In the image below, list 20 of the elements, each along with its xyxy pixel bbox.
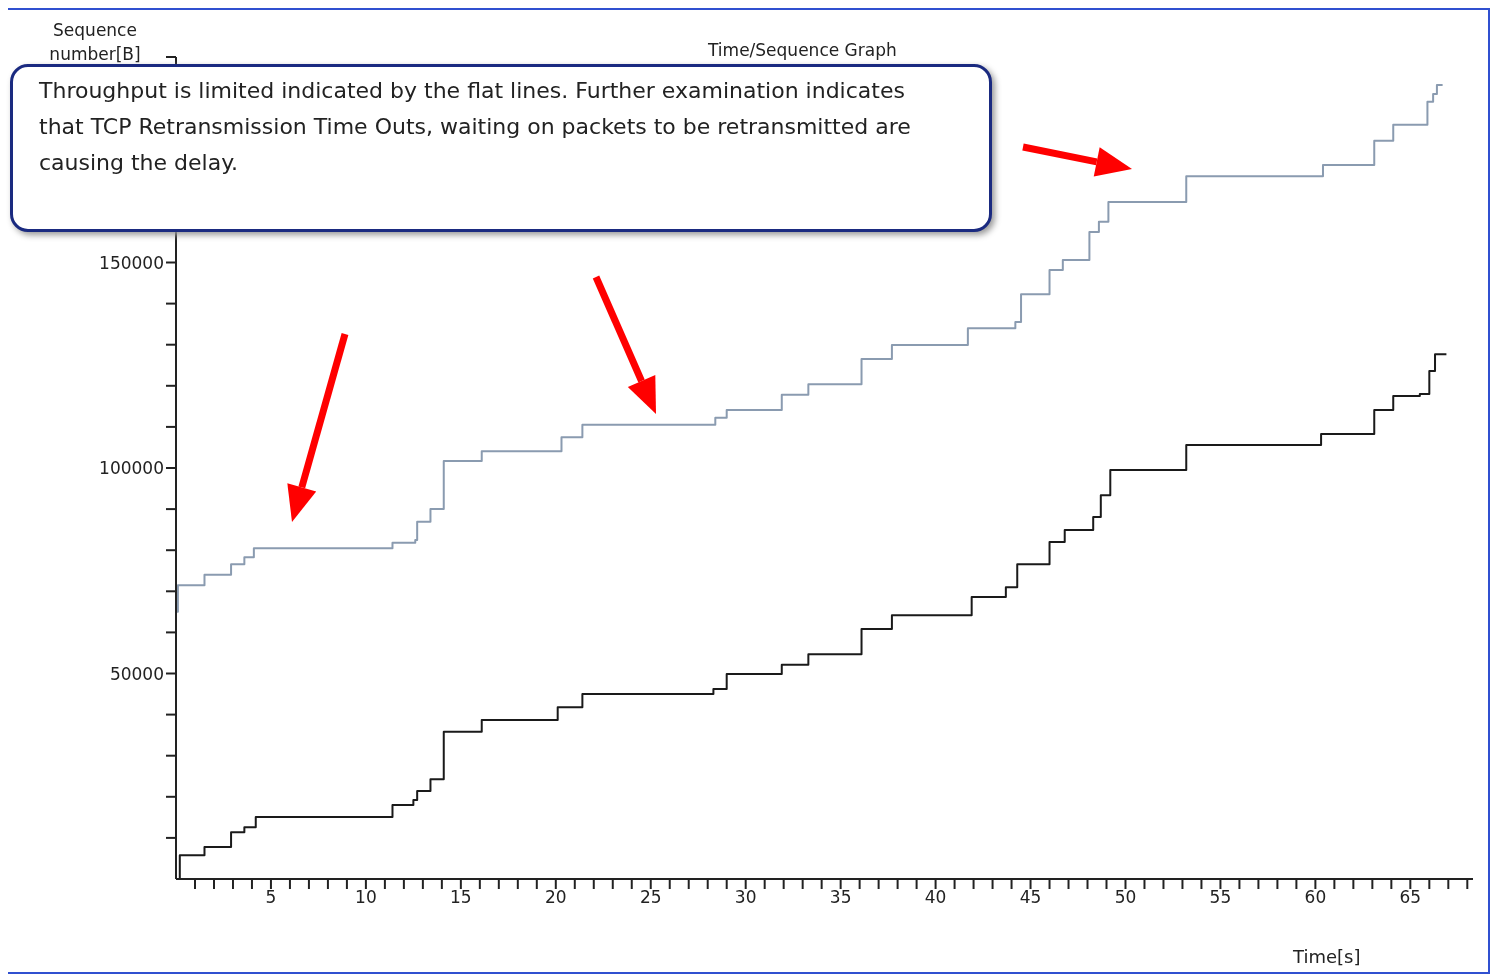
y-tick-label: 50000 <box>109 663 164 684</box>
x-axis-title: Time[s] <box>1293 946 1361 967</box>
x-tick-label: 40 <box>924 887 947 908</box>
x-tick-label: 5 <box>265 887 277 908</box>
y-tick-label: 100000 <box>99 458 164 479</box>
x-tick-label: 25 <box>639 887 662 908</box>
x-tick-label: 10 <box>355 887 377 908</box>
callout-box: Throughput is limited indicated by the flat lines. Further examination indicates that TCP Retransmission Time Outs, waiting on packets to be retransmitted are causing the delay. <box>10 64 992 232</box>
y-tick-label: 150000 <box>99 252 164 273</box>
x-tick-label: 60 <box>1304 887 1327 908</box>
y-axis-title: Sequence number[B] <box>48 19 142 66</box>
x-tick-label: 45 <box>1019 887 1042 908</box>
x-tick-label: 15 <box>450 887 472 908</box>
x-tick-label: 35 <box>829 887 852 908</box>
x-tick-label: 50 <box>1114 887 1137 908</box>
x-tick-label: 30 <box>734 887 757 908</box>
x-tick-label: 55 <box>1209 887 1232 908</box>
chart-title: Time/Sequence Graph <box>708 40 897 60</box>
x-tick-label: 65 <box>1399 887 1422 908</box>
x-tick-label: 20 <box>544 887 567 908</box>
